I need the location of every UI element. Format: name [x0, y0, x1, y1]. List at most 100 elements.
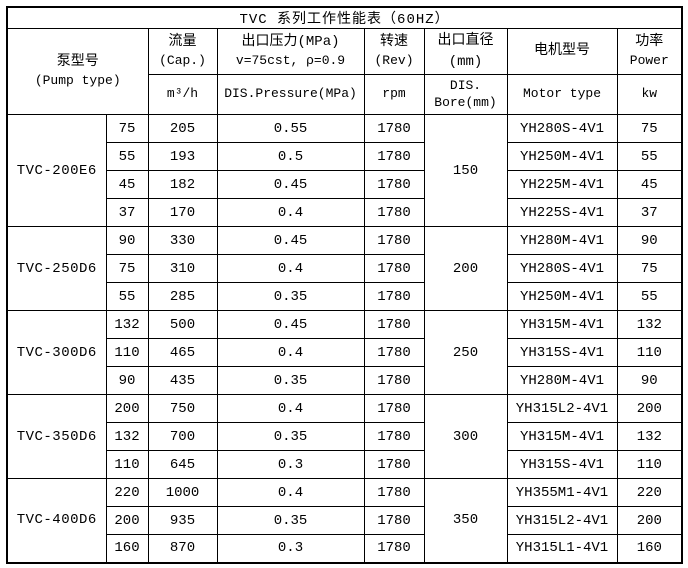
rpm-cell: 1780	[363, 198, 425, 227]
sub-power-cell: 220	[105, 478, 149, 507]
power-cell: 110	[616, 450, 683, 479]
pump-model-cell: TVC-300D6	[6, 310, 107, 395]
header-flow-cn: 流量	[168, 33, 197, 50]
flow-cell: 935	[147, 506, 218, 535]
motor-cell: YH250M-4V1	[506, 142, 618, 171]
header-flow: 流量 (Cap.)	[147, 28, 218, 75]
header-bore-en: DIS. Bore(mm)	[423, 74, 508, 115]
motor-cell: YH315M-4V1	[506, 422, 618, 451]
power-cell: 90	[616, 226, 683, 255]
rpm-cell: 1780	[363, 422, 425, 451]
header-speed-unit: rpm	[363, 74, 425, 115]
flow-cell: 1000	[147, 478, 218, 507]
rpm-cell: 1780	[363, 254, 425, 283]
table-row: 110 465 0.4 1780 YH315S-4V1 110	[7, 338, 683, 367]
rpm-cell: 1780	[363, 506, 425, 535]
pump-model-cell: TVC-200E6	[6, 114, 107, 227]
sub-power-cell: 55	[105, 142, 149, 171]
sub-power-cell: 160	[105, 534, 149, 563]
table-row: 55 193 0.5 1780 YH250M-4V1 55	[7, 142, 683, 171]
flow-cell: 193	[147, 142, 218, 171]
header-bore: 出口直径 (mm)	[423, 28, 508, 75]
pressure-cell: 0.4	[216, 254, 365, 283]
flow-cell: 870	[147, 534, 218, 563]
sub-power-cell: 37	[105, 198, 149, 227]
bore-cell: 300	[423, 394, 508, 479]
flow-cell: 170	[147, 198, 218, 227]
header-speed: 转速 (Rev)	[363, 28, 425, 75]
flow-cell: 435	[147, 366, 218, 395]
rpm-cell: 1780	[363, 366, 425, 395]
header-motor: 电机型号	[506, 28, 618, 75]
power-cell: 200	[616, 506, 683, 535]
motor-cell: YH250M-4V1	[506, 282, 618, 311]
rpm-cell: 1780	[363, 226, 425, 255]
motor-cell: YH280M-4V1	[506, 366, 618, 395]
flow-cell: 285	[147, 282, 218, 311]
rpm-cell: 1780	[363, 282, 425, 311]
pressure-cell: 0.45	[216, 170, 365, 199]
table-title: TVC 系列工作性能表（60HZ）	[6, 6, 683, 29]
pump-model-cell: TVC-350D6	[6, 394, 107, 479]
sub-power-cell: 132	[105, 310, 149, 339]
header-speed-cn: 转速	[380, 33, 408, 50]
rpm-cell: 1780	[363, 114, 425, 143]
power-cell: 45	[616, 170, 683, 199]
performance-table: TVC 系列工作性能表（60HZ） 泵型号 (Pump type) 流量 (Ca…	[6, 6, 684, 564]
power-cell: 132	[616, 422, 683, 451]
header-flow-en: (Cap.)	[159, 53, 206, 69]
table-row: 45 182 0.45 1780 YH225M-4V1 45	[7, 170, 683, 199]
motor-cell: YH225M-4V1	[506, 170, 618, 199]
power-cell: 220	[616, 478, 683, 507]
header-pump-type-cn: 泵型号	[56, 53, 99, 70]
flow-cell: 205	[147, 114, 218, 143]
pressure-cell: 0.4	[216, 478, 365, 507]
pressure-cell: 0.4	[216, 394, 365, 423]
table-row: 90 435 0.35 1780 YH280M-4V1 90	[7, 366, 683, 395]
motor-cell: YH355M1-4V1	[506, 478, 618, 507]
header-row-2: m³/h DIS.Pressure(MPa) rpm DIS. Bore(mm)…	[7, 74, 683, 115]
sub-power-cell: 200	[105, 506, 149, 535]
table-row: 75 310 0.4 1780 YH280S-4V1 75	[7, 254, 683, 283]
pressure-cell: 0.35	[216, 366, 365, 395]
table-row: 110 645 0.3 1780 YH315S-4V1 110	[7, 450, 683, 479]
header-pressure-note: v=75cst, ρ=0.9	[235, 53, 346, 69]
table-row: TVC-250D6 90 330 0.45 1780 200 YH280M-4V…	[6, 226, 683, 311]
rpm-cell: 1780	[363, 310, 425, 339]
header-pump-type: 泵型号 (Pump type)	[6, 28, 149, 115]
pressure-cell: 0.45	[216, 226, 365, 255]
sub-power-cell: 75	[105, 254, 149, 283]
pump-model-cell: TVC-250D6	[6, 226, 107, 311]
rpm-cell: 1780	[363, 338, 425, 367]
sub-power-cell: 90	[105, 226, 149, 255]
rpm-cell: 1780	[363, 478, 425, 507]
motor-cell: YH280S-4V1	[506, 114, 618, 143]
motor-cell: YH280S-4V1	[506, 254, 618, 283]
power-cell: 132	[616, 310, 683, 339]
flow-cell: 750	[147, 394, 218, 423]
sub-power-cell: 55	[105, 282, 149, 311]
table-row: TVC-300D6 132 500 0.45 1780 250 YH315M-4…	[6, 310, 683, 395]
motor-cell: YH315S-4V1	[506, 338, 618, 367]
header-motor-cn: 电机型号	[534, 43, 590, 60]
motor-cell: YH225S-4V1	[506, 198, 618, 227]
power-cell: 37	[616, 198, 683, 227]
power-cell: 55	[616, 142, 683, 171]
pressure-cell: 0.4	[216, 338, 365, 367]
pressure-cell: 0.35	[216, 282, 365, 311]
table-row: 132 700 0.35 1780 YH315M-4V1 132	[7, 422, 683, 451]
bore-cell: 200	[423, 226, 508, 311]
power-cell: 90	[616, 366, 683, 395]
pressure-cell: 0.45	[216, 310, 365, 339]
sub-power-cell: 132	[105, 422, 149, 451]
sub-power-cell: 110	[105, 450, 149, 479]
title-row: TVC 系列工作性能表（60HZ）	[6, 6, 683, 29]
flow-cell: 500	[147, 310, 218, 339]
sub-power-cell: 110	[105, 338, 149, 367]
motor-cell: YH315L2-4V1	[506, 394, 618, 423]
header-power-unit: kw	[616, 74, 683, 115]
header-bore-en-line2: Bore(mm)	[434, 94, 497, 110]
sub-power-cell: 75	[105, 114, 149, 143]
header-speed-en: (Rev)	[374, 53, 414, 69]
header-pressure-en: DIS.Pressure(MPa)	[216, 74, 365, 115]
